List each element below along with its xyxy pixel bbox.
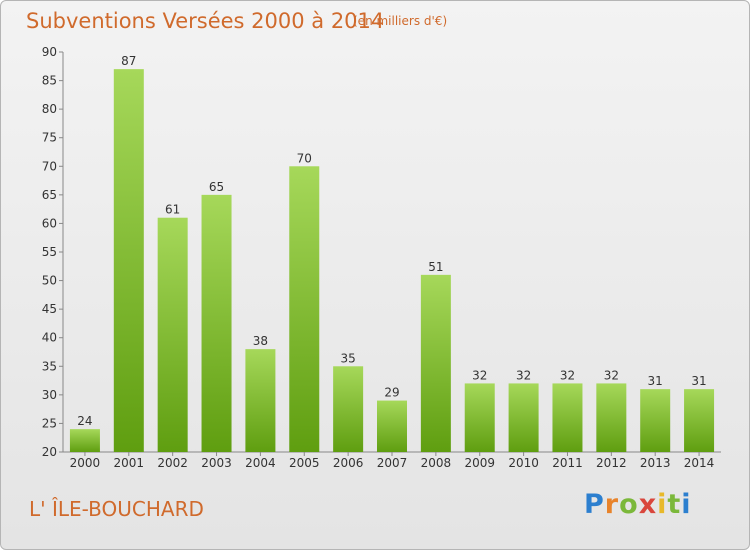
y-tick-label: 75 (42, 131, 57, 145)
bar-2003 (201, 194, 232, 452)
bar-2007 (377, 400, 407, 452)
data-label-2001: 87 (121, 54, 136, 68)
y-tick-label: 45 (42, 302, 57, 316)
x-tick-label-2006: 2006 (333, 456, 364, 470)
bar-2008 (420, 274, 451, 452)
x-tick-label-2010: 2010 (508, 456, 539, 470)
x-tick-label-2000: 2000 (70, 456, 101, 470)
data-label-2011: 32 (560, 368, 575, 382)
x-tick-label-2009: 2009 (464, 456, 495, 470)
bar-2013 (640, 389, 671, 452)
y-tick-label: 80 (42, 102, 57, 116)
y-tick-label: 60 (42, 216, 57, 230)
x-tick-label-2008: 2008 (421, 456, 452, 470)
bar-2011 (552, 383, 583, 452)
y-tick-label: 85 (42, 74, 57, 88)
y-tick-label: 70 (42, 159, 57, 173)
data-label-2010: 32 (516, 368, 531, 382)
y-tick-label: 35 (42, 359, 57, 373)
data-label-2007: 29 (384, 386, 399, 400)
bar-2005 (289, 166, 320, 453)
y-tick-label: 25 (42, 416, 57, 430)
data-label-2014: 31 (691, 374, 706, 388)
bar-2006 (333, 366, 364, 452)
data-label-2012: 32 (604, 368, 619, 382)
bars: 24 87 61 65 38 70 35 29 51 32 32 32 32 31 31 (69, 54, 715, 453)
data-label-2002: 61 (165, 203, 180, 217)
y-tick-label: 90 (42, 45, 57, 59)
x-tick-label-2005: 2005 (289, 456, 320, 470)
bar-2002 (157, 217, 188, 452)
x-tick-label-2013: 2013 (640, 456, 671, 470)
proxiti-logo[interactable]: Proxiti (584, 489, 692, 520)
y-tick-label: 55 (42, 245, 57, 259)
y-tick-label: 40 (42, 331, 57, 345)
commune-name: L' ÎLE-BOUCHARD (29, 497, 204, 521)
data-label-2013: 31 (648, 374, 663, 388)
data-label-2003: 65 (209, 180, 224, 194)
bar-2004 (245, 349, 276, 452)
y-tick-label: 50 (42, 274, 57, 288)
axes: 20 25 30 35 40 45 50 55 60 65 70 75 80 85 90 2000 2001 20… (42, 45, 721, 470)
bar-2010 (508, 383, 539, 452)
x-tick-label-2014: 2014 (684, 456, 715, 470)
bar-2012 (596, 383, 627, 452)
bar-2014 (684, 389, 715, 452)
x-tick-label-2003: 2003 (201, 456, 232, 470)
x-tick-label-2004: 2004 (245, 456, 276, 470)
x-tick-label-2012: 2012 (596, 456, 627, 470)
data-label-2000: 24 (77, 414, 92, 428)
bar-2001 (113, 69, 144, 453)
data-label-2004: 38 (253, 334, 268, 348)
data-label-2005: 70 (297, 151, 312, 165)
bar-2000 (69, 429, 100, 452)
data-label-2009: 32 (472, 368, 487, 382)
x-tick-label-2001: 2001 (114, 456, 145, 470)
x-tick-label-2002: 2002 (157, 456, 188, 470)
data-label-2008: 51 (428, 260, 443, 274)
x-tick-label-2007: 2007 (377, 456, 408, 470)
y-tick-label: 20 (42, 445, 57, 459)
chart-title: Subventions Versées 2000 à 2014 (26, 9, 385, 33)
bar-2009 (464, 383, 495, 452)
x-tick-label-2011: 2011 (552, 456, 583, 470)
y-tick-label: 30 (42, 388, 57, 402)
chart-unit: (en milliers d'€) (353, 14, 448, 28)
y-tick-label: 65 (42, 188, 57, 202)
data-label-2006: 35 (340, 351, 355, 365)
